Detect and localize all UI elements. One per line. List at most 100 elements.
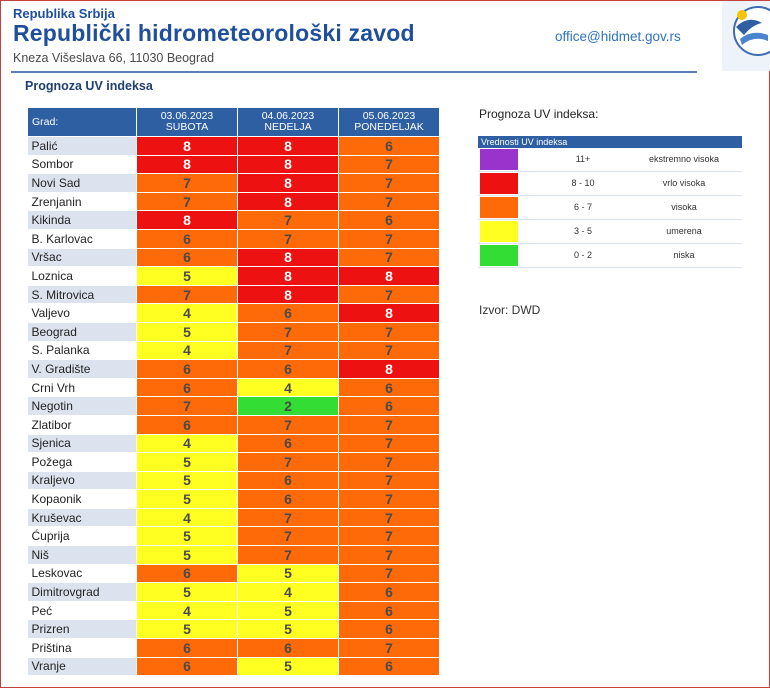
- city-column-header: Grad:: [27, 107, 137, 137]
- uv-value-cell: 7: [136, 396, 238, 416]
- uv-value-cell: 4: [136, 434, 238, 454]
- uv-value-cell: 8: [136, 136, 238, 156]
- uv-value-cell: 7: [338, 489, 440, 509]
- legend-range: 3 - 5: [573, 226, 592, 236]
- table-row: Zlatibor 6 7 7: [27, 415, 440, 435]
- uv-value-cell: 7: [338, 173, 440, 193]
- uv-value-cell: 8: [237, 266, 339, 286]
- city-name: Kruševac: [27, 508, 137, 528]
- city-name: Peć: [27, 601, 137, 621]
- uv-value-cell: 7: [237, 545, 339, 565]
- uv-value-cell: 7: [338, 192, 440, 212]
- city-name: Priština: [27, 638, 137, 658]
- table-row: Kopaonik 5 6 7: [27, 489, 440, 509]
- legend-range: 8 - 10: [571, 178, 595, 188]
- uv-value-cell: 6: [338, 210, 440, 230]
- uv-value-cell: 6: [338, 582, 440, 602]
- uv-value-cell: 6: [136, 378, 238, 398]
- uv-value-cell: 6: [237, 638, 339, 658]
- institute-logo: [722, 1, 770, 71]
- uv-value-cell: 5: [136, 545, 238, 565]
- legend-range: 6 - 7: [573, 202, 592, 212]
- uv-value-cell: 6: [338, 136, 440, 156]
- table-row: Crni Vrh 6 4 6: [27, 378, 440, 398]
- city-name: S. Palanka: [27, 341, 137, 361]
- uv-value-cell: 4: [136, 601, 238, 621]
- uv-value-cell: 5: [136, 266, 238, 286]
- city-name: Palić: [27, 136, 137, 156]
- city-name: Niš: [27, 545, 137, 565]
- uv-value-cell: 4: [237, 378, 339, 398]
- city-name: Crni Vrh: [27, 378, 137, 398]
- legend-item: 3 - 5 umerena: [478, 220, 742, 244]
- table-row: Beograd 5 7 7: [27, 322, 440, 342]
- uv-value-cell: 7: [338, 341, 440, 361]
- uv-value-cell: 8: [237, 192, 339, 212]
- uv-value-cell: 5: [136, 322, 238, 342]
- legend-color-swatch: [480, 221, 518, 242]
- city-name: Negotin: [27, 396, 137, 416]
- legend-color-swatch: [480, 173, 518, 194]
- uv-value-cell: 8: [237, 285, 339, 305]
- city-name: Ćuprija: [27, 526, 137, 547]
- city-name: Beograd: [27, 322, 137, 342]
- table-row: Leskovac 6 5 7: [27, 564, 440, 584]
- uv-value-cell: 5: [237, 657, 339, 677]
- city-name: Loznica: [27, 266, 137, 286]
- table-row: Zrenjanin 7 8 7: [27, 192, 440, 212]
- uv-value-cell: 7: [338, 285, 440, 305]
- legend-label: niska: [673, 250, 695, 260]
- legend-item: 11+ ekstremno visoka: [478, 148, 742, 172]
- uv-forecast-table: Grad: 03.06.2023 SUBOTA 04.06.2023 NEDELJA…: [27, 107, 440, 677]
- table-header-row: Grad: 03.06.2023 SUBOTA 04.06.2023 NEDELJA…: [27, 107, 440, 137]
- table-row: Sombor 8 8 7: [27, 155, 440, 175]
- contact-email-link[interactable]: office@hidmet.gov.rs: [555, 29, 681, 44]
- uv-value-cell: 8: [338, 359, 440, 379]
- table-row: V. Gradište 6 6 8: [27, 359, 440, 379]
- uv-value-cell: 6: [237, 359, 339, 379]
- uv-value-cell: 5: [237, 601, 339, 621]
- city-name: Valjevo: [27, 303, 137, 323]
- table-row: Vranje 6 5 6: [27, 657, 440, 677]
- uv-value-cell: 7: [237, 526, 339, 547]
- uv-value-cell: 6: [237, 434, 339, 454]
- uv-value-cell: 6: [237, 303, 339, 323]
- uv-value-cell: 5: [136, 489, 238, 509]
- header-divider: [11, 71, 697, 73]
- table-row: Novi Sad 7 8 7: [27, 173, 440, 193]
- table-row: Kruševac 4 7 7: [27, 508, 440, 528]
- uv-value-cell: 6: [136, 638, 238, 658]
- uv-value-cell: 6: [338, 378, 440, 398]
- uv-value-cell: 5: [136, 619, 238, 640]
- uv-value-cell: 8: [136, 155, 238, 175]
- uv-value-cell: 7: [338, 545, 440, 565]
- uv-value-cell: 5: [136, 526, 238, 547]
- uv-value-cell: 7: [338, 508, 440, 528]
- uv-value-cell: 8: [338, 266, 440, 286]
- table-row: Kraljevo 5 6 7: [27, 471, 440, 491]
- table-row: Požega 5 7 7: [27, 452, 440, 472]
- uv-value-cell: 7: [237, 341, 339, 361]
- table-row: Sjenica 4 6 7: [27, 434, 440, 454]
- uv-value-cell: 4: [237, 582, 339, 602]
- legend-label: umerena: [666, 226, 702, 236]
- uv-value-cell: 5: [136, 471, 238, 491]
- uv-value-cell: 7: [338, 452, 440, 472]
- city-name: Novi Sad: [27, 173, 137, 193]
- uv-value-cell: 5: [136, 452, 238, 472]
- uv-value-cell: 7: [136, 192, 238, 212]
- uv-value-cell: 4: [136, 303, 238, 323]
- city-name: Požega: [27, 452, 137, 472]
- city-name: Kraljevo: [27, 471, 137, 491]
- uv-value-cell: 6: [136, 657, 238, 677]
- uv-value-cell: 7: [237, 452, 339, 472]
- city-name: Sjenica: [27, 434, 137, 454]
- legend-label: ekstremno visoka: [648, 154, 720, 164]
- uv-value-cell: 7: [338, 471, 440, 491]
- table-row: Peć 4 5 6: [27, 601, 440, 621]
- uv-value-cell: 7: [237, 322, 339, 342]
- uv-value-cell: 8: [237, 248, 339, 268]
- institute-address: Kneza Višeslava 66, 11030 Beograd: [13, 51, 215, 65]
- uv-value-cell: 6: [237, 489, 339, 509]
- legend-item: 0 - 2 niska: [478, 244, 742, 268]
